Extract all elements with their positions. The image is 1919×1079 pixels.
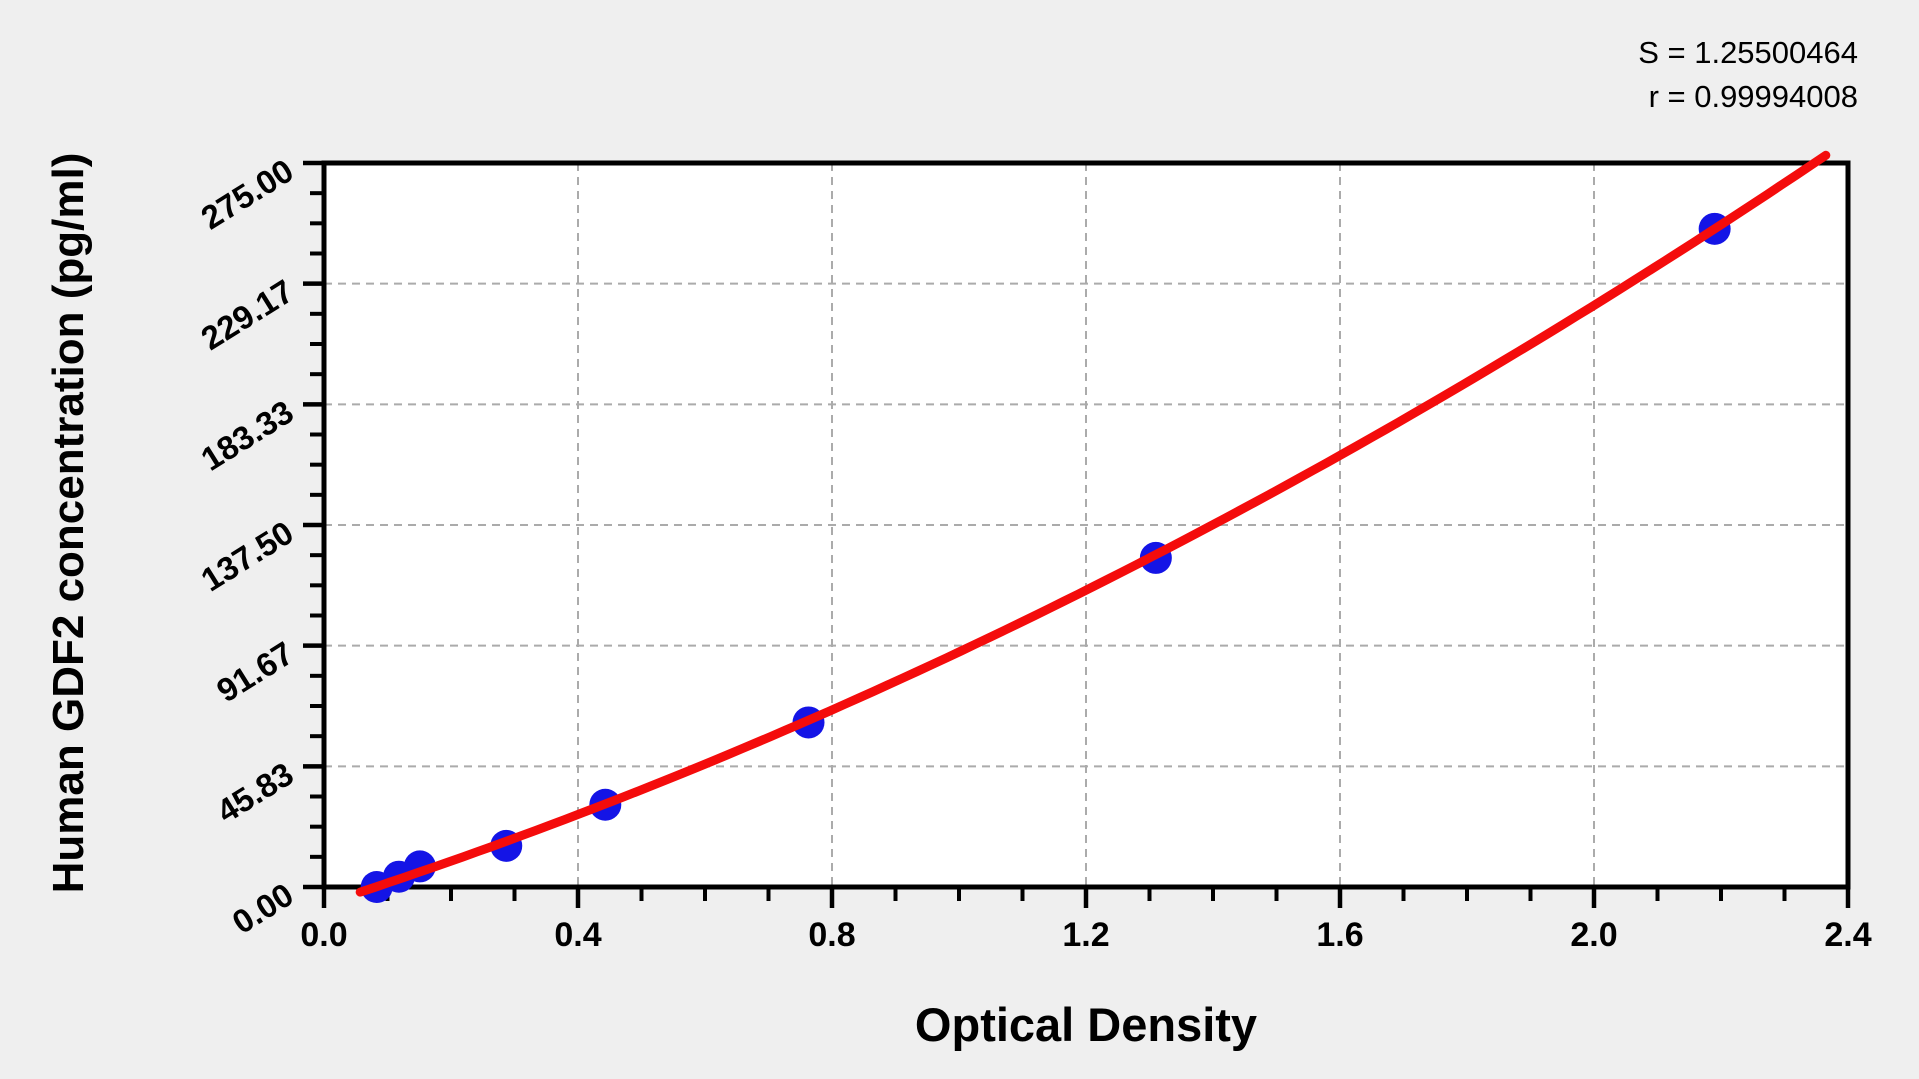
- y-tick-label: 91.67: [210, 634, 300, 709]
- y-tick-label: 229.17: [195, 272, 300, 357]
- x-tick-label: 2.4: [1824, 916, 1871, 954]
- y-tick-label: 183.33: [195, 393, 300, 478]
- y-tick-label: 45.83: [210, 755, 300, 830]
- stats-s-value: S = 1.25500464: [1638, 35, 1858, 70]
- y-tick-label: 0.00: [226, 876, 300, 941]
- fit-curve-line: [355, 150, 1831, 897]
- y-axis-title: Human GDF2 concentration (pg/ml): [44, 152, 93, 894]
- x-axis-title: Optical Density: [914, 998, 1258, 1051]
- y-tick-label: 137.50: [195, 514, 300, 599]
- y-tick-label: 275.00: [195, 152, 300, 237]
- x-tick-label: 2.0: [1570, 916, 1617, 954]
- x-tick-label: 0.8: [808, 916, 855, 954]
- x-tick-label: 1.2: [1062, 916, 1109, 954]
- x-tick-label: 0.0: [300, 916, 347, 954]
- x-tick-label: 1.6: [1316, 916, 1363, 954]
- stats-annotation: S = 1.25500464 r = 0.99994008: [1638, 31, 1858, 119]
- x-tick-label: 0.4: [554, 916, 601, 954]
- stats-r-value: r = 0.99994008: [1648, 79, 1858, 114]
